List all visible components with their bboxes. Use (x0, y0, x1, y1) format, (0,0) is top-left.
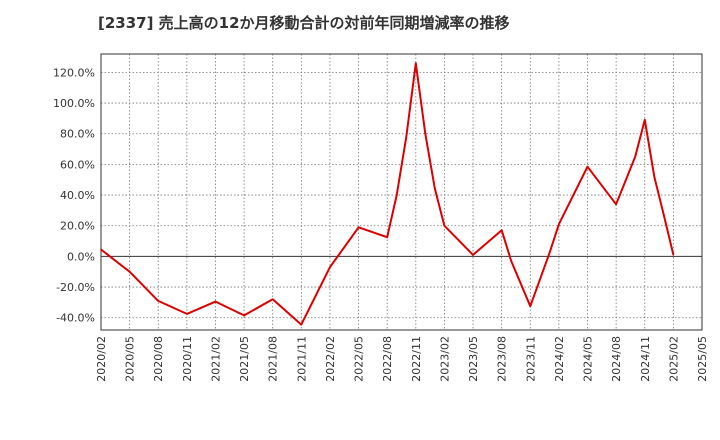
data-point (271, 298, 274, 301)
x-axis-ticks: 2020/02 2020/05 2020/08 2020/11 2021/02 2021/… (95, 336, 709, 382)
plot-area-frame (100, 53, 703, 331)
x-tick-label: 2023/08 (496, 336, 509, 382)
x-tick-label: 2024/05 (582, 336, 595, 382)
data-point (157, 300, 160, 302)
x-tick-label: 2021/08 (267, 336, 280, 382)
data-point (472, 254, 474, 256)
data-point (395, 194, 398, 196)
y-tick-label: 60.0% (60, 158, 95, 171)
x-tick-label: 2021/05 (238, 336, 251, 382)
y-tick-label: -40.0% (56, 312, 95, 325)
data-point (529, 305, 532, 308)
data-point (500, 229, 503, 232)
data-point (663, 214, 665, 216)
data-point (615, 203, 617, 206)
x-tick-label: 2021/02 (209, 336, 222, 382)
data-point (329, 266, 331, 268)
x-tick-label: 2022/11 (410, 336, 423, 382)
data-point (653, 175, 656, 178)
data-point (405, 136, 408, 138)
x-tick-label: 2025/02 (667, 336, 680, 382)
data-point (186, 313, 188, 315)
series-line (100, 62, 675, 326)
x-tick-label: 2023/05 (467, 336, 480, 382)
x-tick-label: 2024/11 (639, 336, 652, 382)
chart-title: [2337] 売上高の12か月移動合計の対前年同期増減率の推移 (98, 14, 510, 32)
data-point (243, 314, 245, 317)
data-point (586, 165, 589, 168)
x-tick-label: 2020/08 (152, 336, 165, 382)
data-point (634, 155, 637, 158)
data-point (415, 62, 417, 64)
data-point (100, 248, 102, 251)
data-point (386, 236, 388, 239)
x-tick-label: 2022/05 (353, 336, 366, 382)
y-tick-label: -20.0% (56, 281, 95, 294)
y-tick-label: 100.0% (53, 97, 95, 110)
y-tick-label: 120.0% (53, 66, 95, 79)
y-tick-label: 80.0% (60, 128, 95, 141)
data-point (300, 323, 303, 326)
x-tick-label: 2023/02 (438, 336, 451, 382)
x-tick-label: 2020/05 (124, 336, 137, 382)
data-point (643, 119, 646, 121)
data-point (672, 254, 675, 256)
series-layer (100, 62, 675, 326)
x-tick-label: 2020/02 (95, 336, 108, 382)
y-tick-label: 20.0% (60, 220, 95, 233)
data-point (443, 224, 446, 227)
x-tick-label: 2022/08 (381, 336, 394, 382)
data-point (510, 260, 513, 262)
data-point (434, 188, 436, 190)
x-tick-label: 2021/11 (295, 336, 308, 382)
x-tick-label: 2020/11 (181, 336, 194, 382)
y-tick-label: 0.0% (67, 250, 95, 263)
data-point (214, 300, 217, 303)
data-point (548, 252, 551, 255)
y-tick-label: 40.0% (60, 189, 95, 202)
x-tick-label: 2025/05 (696, 336, 709, 382)
x-tick-label: 2023/11 (524, 336, 537, 382)
data-point (424, 132, 427, 135)
x-tick-label: 2024/08 (610, 336, 623, 382)
data-point (558, 223, 560, 225)
y-axis-ticks: 120.0% 100.0% 80.0% 60.0% 40.0% 20.0% 0.0% -20.… (53, 66, 95, 324)
grid-lines (100, 54, 703, 330)
data-point (128, 270, 131, 273)
x-tick-label: 2024/02 (553, 336, 566, 382)
x-tick-label: 2022/02 (324, 336, 337, 382)
data-point (357, 226, 360, 229)
